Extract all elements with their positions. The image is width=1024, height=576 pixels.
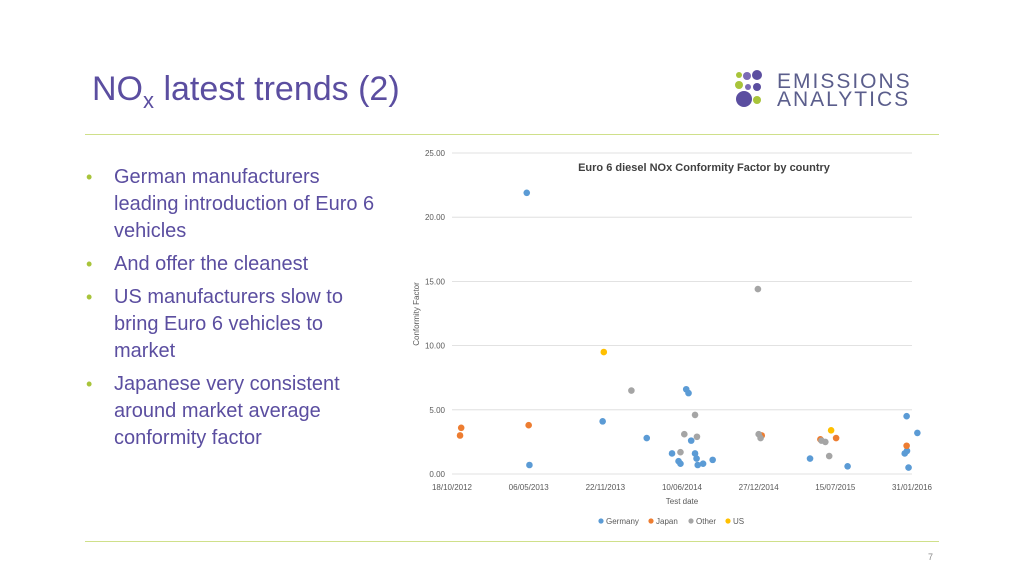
data-point-germany	[523, 189, 531, 197]
bullet-dot-icon: •	[86, 254, 93, 274]
y-tick-label: 5.00	[429, 406, 445, 415]
data-point-germany	[903, 412, 910, 420]
data-point-germany	[599, 418, 606, 425]
legend-label: Germany	[606, 517, 639, 526]
data-point-japan	[903, 442, 910, 450]
footer-divider	[85, 541, 939, 542]
y-tick-label: 25.00	[425, 149, 446, 158]
y-axis-label: Conformity Factor	[412, 282, 421, 346]
data-point-other	[691, 411, 699, 419]
legend-marker	[725, 518, 731, 524]
x-tick-label: 15/07/2015	[815, 483, 856, 492]
data-point-germany	[643, 434, 651, 442]
y-tick-label: 15.00	[425, 277, 446, 286]
logo-line-2: ANALYTICS	[777, 88, 911, 111]
data-point-germany	[526, 461, 533, 469]
data-point-germany	[677, 460, 684, 468]
title-subscript: x	[143, 88, 154, 113]
logo-bubbles-icon	[735, 70, 762, 107]
bullet-item: • And offer the cleanest	[86, 251, 376, 278]
data-point-other	[681, 430, 688, 438]
header-divider	[85, 134, 939, 135]
data-point-germany	[709, 456, 716, 464]
x-axis-ticks: 18/10/2012 06/05/2013 22/11/2013 10/06/2014…	[432, 483, 933, 492]
legend-label: US	[733, 517, 744, 526]
data-point-other	[677, 448, 684, 456]
data-point-germany	[844, 462, 851, 470]
emissions-analytics-logo: EMISSIONS ANALYTICS	[733, 70, 943, 111]
legend-label: Other	[696, 517, 716, 526]
data-point-other	[693, 433, 701, 441]
bullet-dot-icon: •	[86, 167, 93, 187]
bullet-item: • US manufacturers slow to bring Euro 6 v…	[86, 286, 343, 362]
chart-grid	[452, 152, 912, 475]
legend-label: Japan	[656, 517, 678, 526]
data-point-germany	[694, 461, 702, 469]
data-point-germany	[668, 450, 676, 457]
data-point-germany	[905, 464, 912, 471]
data-point-other	[628, 387, 635, 394]
bullet-dot-icon: •	[86, 374, 93, 394]
x-tick-label: 22/11/2013	[586, 483, 626, 492]
chart-title: Euro 6 diesel NOx Conformity Factor by c…	[578, 162, 831, 174]
data-point-other	[822, 438, 829, 446]
x-tick-label: 18/10/2012	[432, 483, 473, 492]
data-points	[456, 189, 921, 471]
data-point-us	[827, 427, 835, 434]
scatter-chart: 0.00 5.00 10.00 15.00 20.00 25.00 18/10/2012 0…	[412, 149, 933, 526]
data-point-other	[757, 434, 764, 442]
data-point-japan	[457, 424, 465, 432]
data-point-japan	[832, 434, 840, 442]
bullet-item: • Japanese very consistent around market …	[86, 373, 340, 449]
x-tick-label: 10/06/2014	[662, 483, 703, 492]
logo-line-1: EMISSIONS	[777, 70, 912, 93]
bullet-item: • German manufacturers leading introducti…	[86, 166, 375, 242]
data-point-germany	[691, 450, 699, 457]
y-tick-label: 20.00	[425, 213, 446, 222]
bullet-list: • German manufacturers leading introducti…	[86, 164, 376, 458]
x-tick-label: 06/05/2013	[509, 483, 550, 492]
data-point-germany	[685, 389, 692, 397]
data-point-japan	[456, 432, 464, 439]
legend-marker	[648, 518, 654, 524]
bullet-dot-icon: •	[86, 287, 93, 307]
data-point-germany	[687, 437, 695, 444]
data-point-germany	[806, 455, 814, 462]
x-axis-label: Test date	[666, 497, 699, 506]
data-point-germany	[903, 447, 911, 455]
data-point-other	[825, 452, 833, 460]
legend-marker	[688, 518, 694, 524]
y-tick-label: 0.00	[429, 470, 445, 479]
page-number: 7	[928, 552, 934, 562]
data-point-germany	[914, 429, 921, 437]
x-tick-label: 27/12/2014	[739, 483, 780, 492]
data-point-germany	[699, 460, 707, 468]
y-axis-ticks: 0.00 5.00 10.00 15.00 20.00 25.00	[425, 149, 446, 479]
legend-marker	[598, 518, 604, 524]
data-point-other	[754, 285, 762, 293]
data-point-us	[600, 348, 608, 356]
y-tick-label: 10.00	[425, 342, 446, 351]
slide-title: NOx latest trends (2)	[92, 70, 400, 113]
data-point-japan	[525, 421, 532, 429]
chart-legend: Germany Japan Other US	[598, 517, 744, 526]
x-tick-label: 31/01/2016	[892, 483, 933, 492]
data-point-germany	[693, 455, 700, 462]
